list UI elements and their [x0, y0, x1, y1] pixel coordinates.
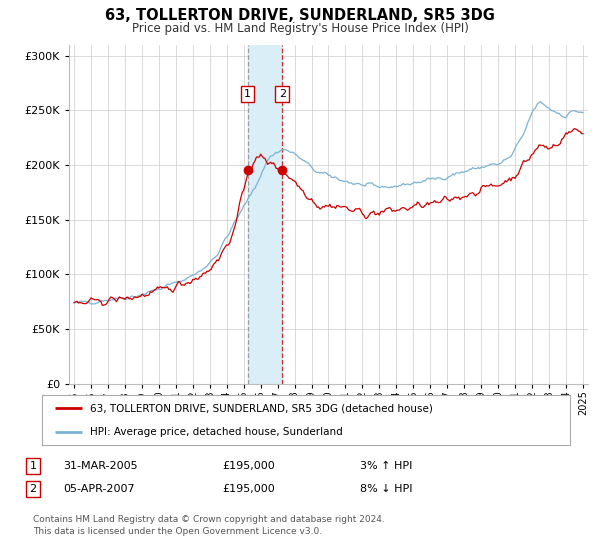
Text: 2: 2: [29, 484, 37, 494]
Text: 1: 1: [244, 89, 251, 99]
Text: 1: 1: [29, 461, 37, 471]
Text: 63, TOLLERTON DRIVE, SUNDERLAND, SR5 3DG: 63, TOLLERTON DRIVE, SUNDERLAND, SR5 3DG: [105, 8, 495, 24]
Text: Price paid vs. HM Land Registry's House Price Index (HPI): Price paid vs. HM Land Registry's House …: [131, 22, 469, 35]
Text: 31-MAR-2005: 31-MAR-2005: [63, 461, 137, 471]
Text: £195,000: £195,000: [222, 461, 275, 471]
Text: 63, TOLLERTON DRIVE, SUNDERLAND, SR5 3DG (detached house): 63, TOLLERTON DRIVE, SUNDERLAND, SR5 3DG…: [89, 403, 433, 413]
Text: 3% ↑ HPI: 3% ↑ HPI: [360, 461, 412, 471]
Text: 2: 2: [278, 89, 286, 99]
Bar: [248, 45, 282, 384]
Text: £195,000: £195,000: [222, 484, 275, 494]
Text: 8% ↓ HPI: 8% ↓ HPI: [360, 484, 413, 494]
Text: HPI: Average price, detached house, Sunderland: HPI: Average price, detached house, Sund…: [89, 427, 342, 437]
Text: 05-APR-2007: 05-APR-2007: [63, 484, 134, 494]
Text: Contains HM Land Registry data © Crown copyright and database right 2024.
This d: Contains HM Land Registry data © Crown c…: [33, 515, 385, 536]
